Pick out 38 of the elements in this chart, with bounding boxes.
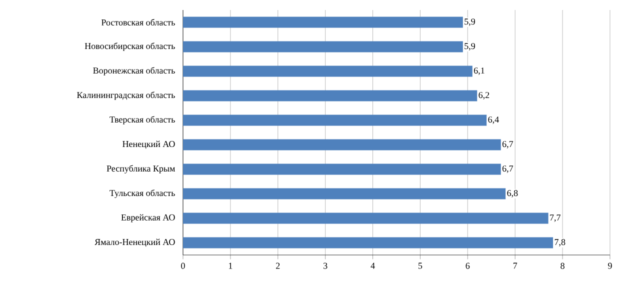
- y-tick-label: Новосибирская область: [84, 42, 175, 51]
- x-tick-label: 8: [560, 262, 564, 269]
- x-tick-label: 2: [276, 262, 280, 269]
- bar: [183, 164, 501, 175]
- data-label: 6,7: [502, 166, 514, 173]
- y-tick-label: Тульская область: [110, 190, 175, 198]
- y-tick-label: Калининградская область: [77, 92, 175, 100]
- bar: [183, 66, 472, 77]
- data-label: 6,4: [488, 116, 499, 124]
- data-label: 6,2: [478, 92, 490, 100]
- data-label: 6,8: [507, 190, 518, 198]
- data-label: 7,8: [554, 239, 566, 246]
- bar: [183, 212, 548, 224]
- bar: [183, 114, 487, 126]
- x-tick-label: 6: [466, 262, 470, 269]
- y-tick-label: Ямало-Ненецкий АО: [94, 238, 175, 247]
- y-tick-label: Воронежская область: [93, 67, 175, 76]
- y-tick-label: Республика Крым: [106, 165, 175, 174]
- x-tick-label: 5: [418, 262, 422, 269]
- data-label: 5,9: [464, 43, 475, 50]
- x-tick-label: 4: [370, 262, 375, 269]
- data-label: 5,9: [464, 18, 475, 26]
- x-tick-label: 3: [324, 262, 328, 269]
- x-tick-label: 1: [228, 262, 232, 269]
- x-tick-label: 7: [513, 262, 518, 269]
- data-label: 6,7: [502, 141, 514, 148]
- bar: [183, 139, 501, 150]
- x-tick-label: 0: [181, 262, 185, 269]
- y-tick-label: Ненецкий АО: [122, 140, 175, 149]
- y-tick-label: Тверская область: [110, 116, 175, 124]
- data-label: 7,7: [550, 214, 560, 222]
- y-tick-label: Еврейская АО: [121, 214, 175, 222]
- bar: [183, 16, 463, 28]
- y-tick-label: Ростовская область: [101, 18, 175, 26]
- data-label: 6,1: [474, 68, 484, 75]
- bar: [183, 90, 478, 102]
- x-tick-label: 9: [608, 262, 612, 269]
- bar: [183, 41, 463, 52]
